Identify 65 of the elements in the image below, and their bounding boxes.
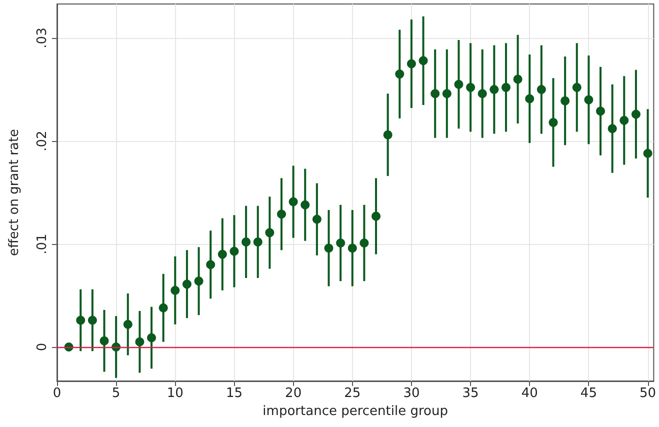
y-tick-label: .03 (35, 28, 50, 48)
y-tick-label: .01 (35, 234, 50, 254)
x-axis-title: importance percentile group (262, 404, 448, 419)
point (324, 244, 334, 253)
x-tick-label: 50 (640, 386, 656, 401)
point (348, 244, 357, 253)
point (406, 59, 416, 68)
point (100, 336, 109, 346)
point (76, 316, 86, 325)
point (596, 106, 606, 116)
x-tick-label: 15 (226, 386, 243, 401)
point (123, 320, 132, 329)
x-tick-label: 10 (166, 386, 184, 401)
point (395, 70, 404, 79)
point (418, 56, 428, 66)
point (218, 250, 227, 259)
point (536, 84, 546, 94)
point (88, 316, 97, 325)
point (277, 210, 286, 219)
point (631, 110, 640, 119)
point (466, 82, 476, 92)
point (265, 228, 274, 238)
point (242, 237, 251, 246)
point (643, 148, 652, 158)
point (383, 130, 392, 140)
x-tick-label: 40 (521, 386, 538, 401)
x-tick-label: 20 (285, 386, 302, 401)
point (288, 197, 298, 206)
point (442, 89, 452, 98)
point (253, 237, 262, 246)
point (548, 118, 558, 127)
point (525, 94, 534, 104)
y-axis-title: effect on grant rate (7, 128, 22, 256)
point (147, 333, 156, 342)
point (158, 303, 168, 312)
point (300, 200, 310, 210)
point (430, 89, 440, 98)
point (513, 74, 522, 84)
point (230, 246, 239, 256)
x-tick-label: 45 (580, 386, 597, 401)
point (608, 124, 617, 134)
x-tick-label: 35 (462, 386, 479, 401)
point (478, 89, 487, 98)
point (454, 80, 464, 89)
point (502, 82, 510, 92)
point (620, 116, 629, 125)
y-tick-label: 0 (35, 342, 50, 352)
point (312, 214, 322, 224)
x-tick-label: 0 (52, 386, 62, 401)
point (194, 276, 204, 286)
point (560, 96, 570, 106)
point (490, 84, 499, 94)
point (336, 238, 346, 248)
point (135, 337, 144, 346)
x-tick-label: 30 (403, 386, 420, 401)
point (182, 280, 192, 289)
point (360, 238, 369, 248)
point (206, 260, 216, 270)
point (572, 82, 582, 92)
point (584, 95, 594, 104)
x-tick-label: 5 (112, 386, 120, 401)
y-tick-label: .02 (35, 130, 50, 152)
x-tick-label: 25 (344, 386, 361, 401)
point (372, 212, 381, 221)
point (170, 286, 180, 295)
